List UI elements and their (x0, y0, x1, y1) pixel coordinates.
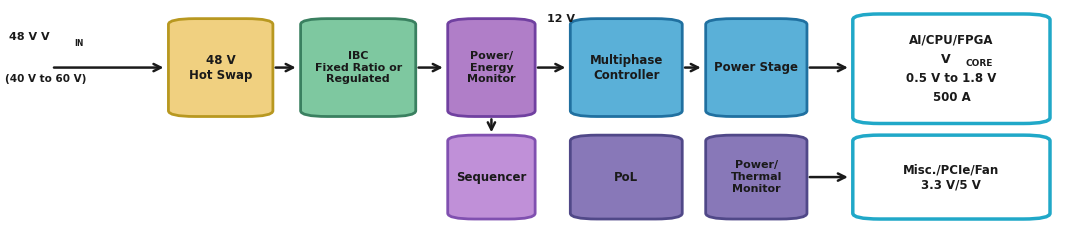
Text: Sequencer: Sequencer (456, 171, 527, 184)
Text: V: V (941, 53, 951, 66)
FancyBboxPatch shape (853, 135, 1050, 219)
FancyBboxPatch shape (168, 19, 273, 116)
Text: 0.5 V to 1.8 V: 0.5 V to 1.8 V (906, 72, 997, 85)
FancyBboxPatch shape (301, 19, 416, 116)
Text: PoL: PoL (614, 171, 639, 184)
Text: CORE: CORE (966, 59, 992, 68)
FancyBboxPatch shape (448, 135, 535, 219)
FancyBboxPatch shape (706, 135, 807, 219)
Text: 48 V
Hot Swap: 48 V Hot Swap (189, 54, 253, 82)
FancyBboxPatch shape (853, 14, 1050, 123)
FancyBboxPatch shape (706, 19, 807, 116)
FancyBboxPatch shape (570, 135, 682, 219)
Text: 12 V: 12 V (547, 14, 575, 24)
Text: IBC
Fixed Ratio or
Regulated: IBC Fixed Ratio or Regulated (314, 51, 402, 84)
Text: Misc./PCIe/Fan
3.3 V/5 V: Misc./PCIe/Fan 3.3 V/5 V (903, 163, 1000, 191)
Text: (40 V to 60 V): (40 V to 60 V) (5, 74, 86, 84)
Text: AI/CPU/FPGA: AI/CPU/FPGA (909, 34, 994, 47)
Text: Power/
Energy
Monitor: Power/ Energy Monitor (467, 51, 516, 84)
Text: Multiphase
Controller: Multiphase Controller (589, 54, 663, 82)
Text: 48 V V: 48 V V (9, 32, 49, 42)
FancyBboxPatch shape (448, 19, 535, 116)
Text: IN: IN (75, 39, 84, 48)
Text: Power Stage: Power Stage (714, 61, 798, 74)
FancyBboxPatch shape (570, 19, 682, 116)
Text: Power/
Thermal
Monitor: Power/ Thermal Monitor (730, 161, 782, 194)
Text: 500 A: 500 A (933, 91, 970, 104)
